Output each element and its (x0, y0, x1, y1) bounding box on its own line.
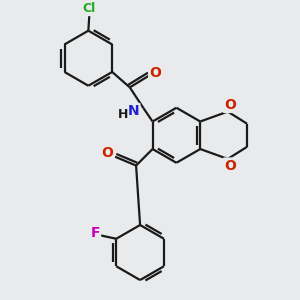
Text: O: O (224, 158, 236, 172)
Text: N: N (128, 104, 140, 118)
Text: H: H (118, 108, 128, 122)
Text: O: O (101, 146, 113, 161)
Text: F: F (91, 226, 100, 240)
Text: O: O (149, 66, 161, 80)
Text: Cl: Cl (83, 2, 96, 15)
Text: O: O (224, 98, 236, 112)
